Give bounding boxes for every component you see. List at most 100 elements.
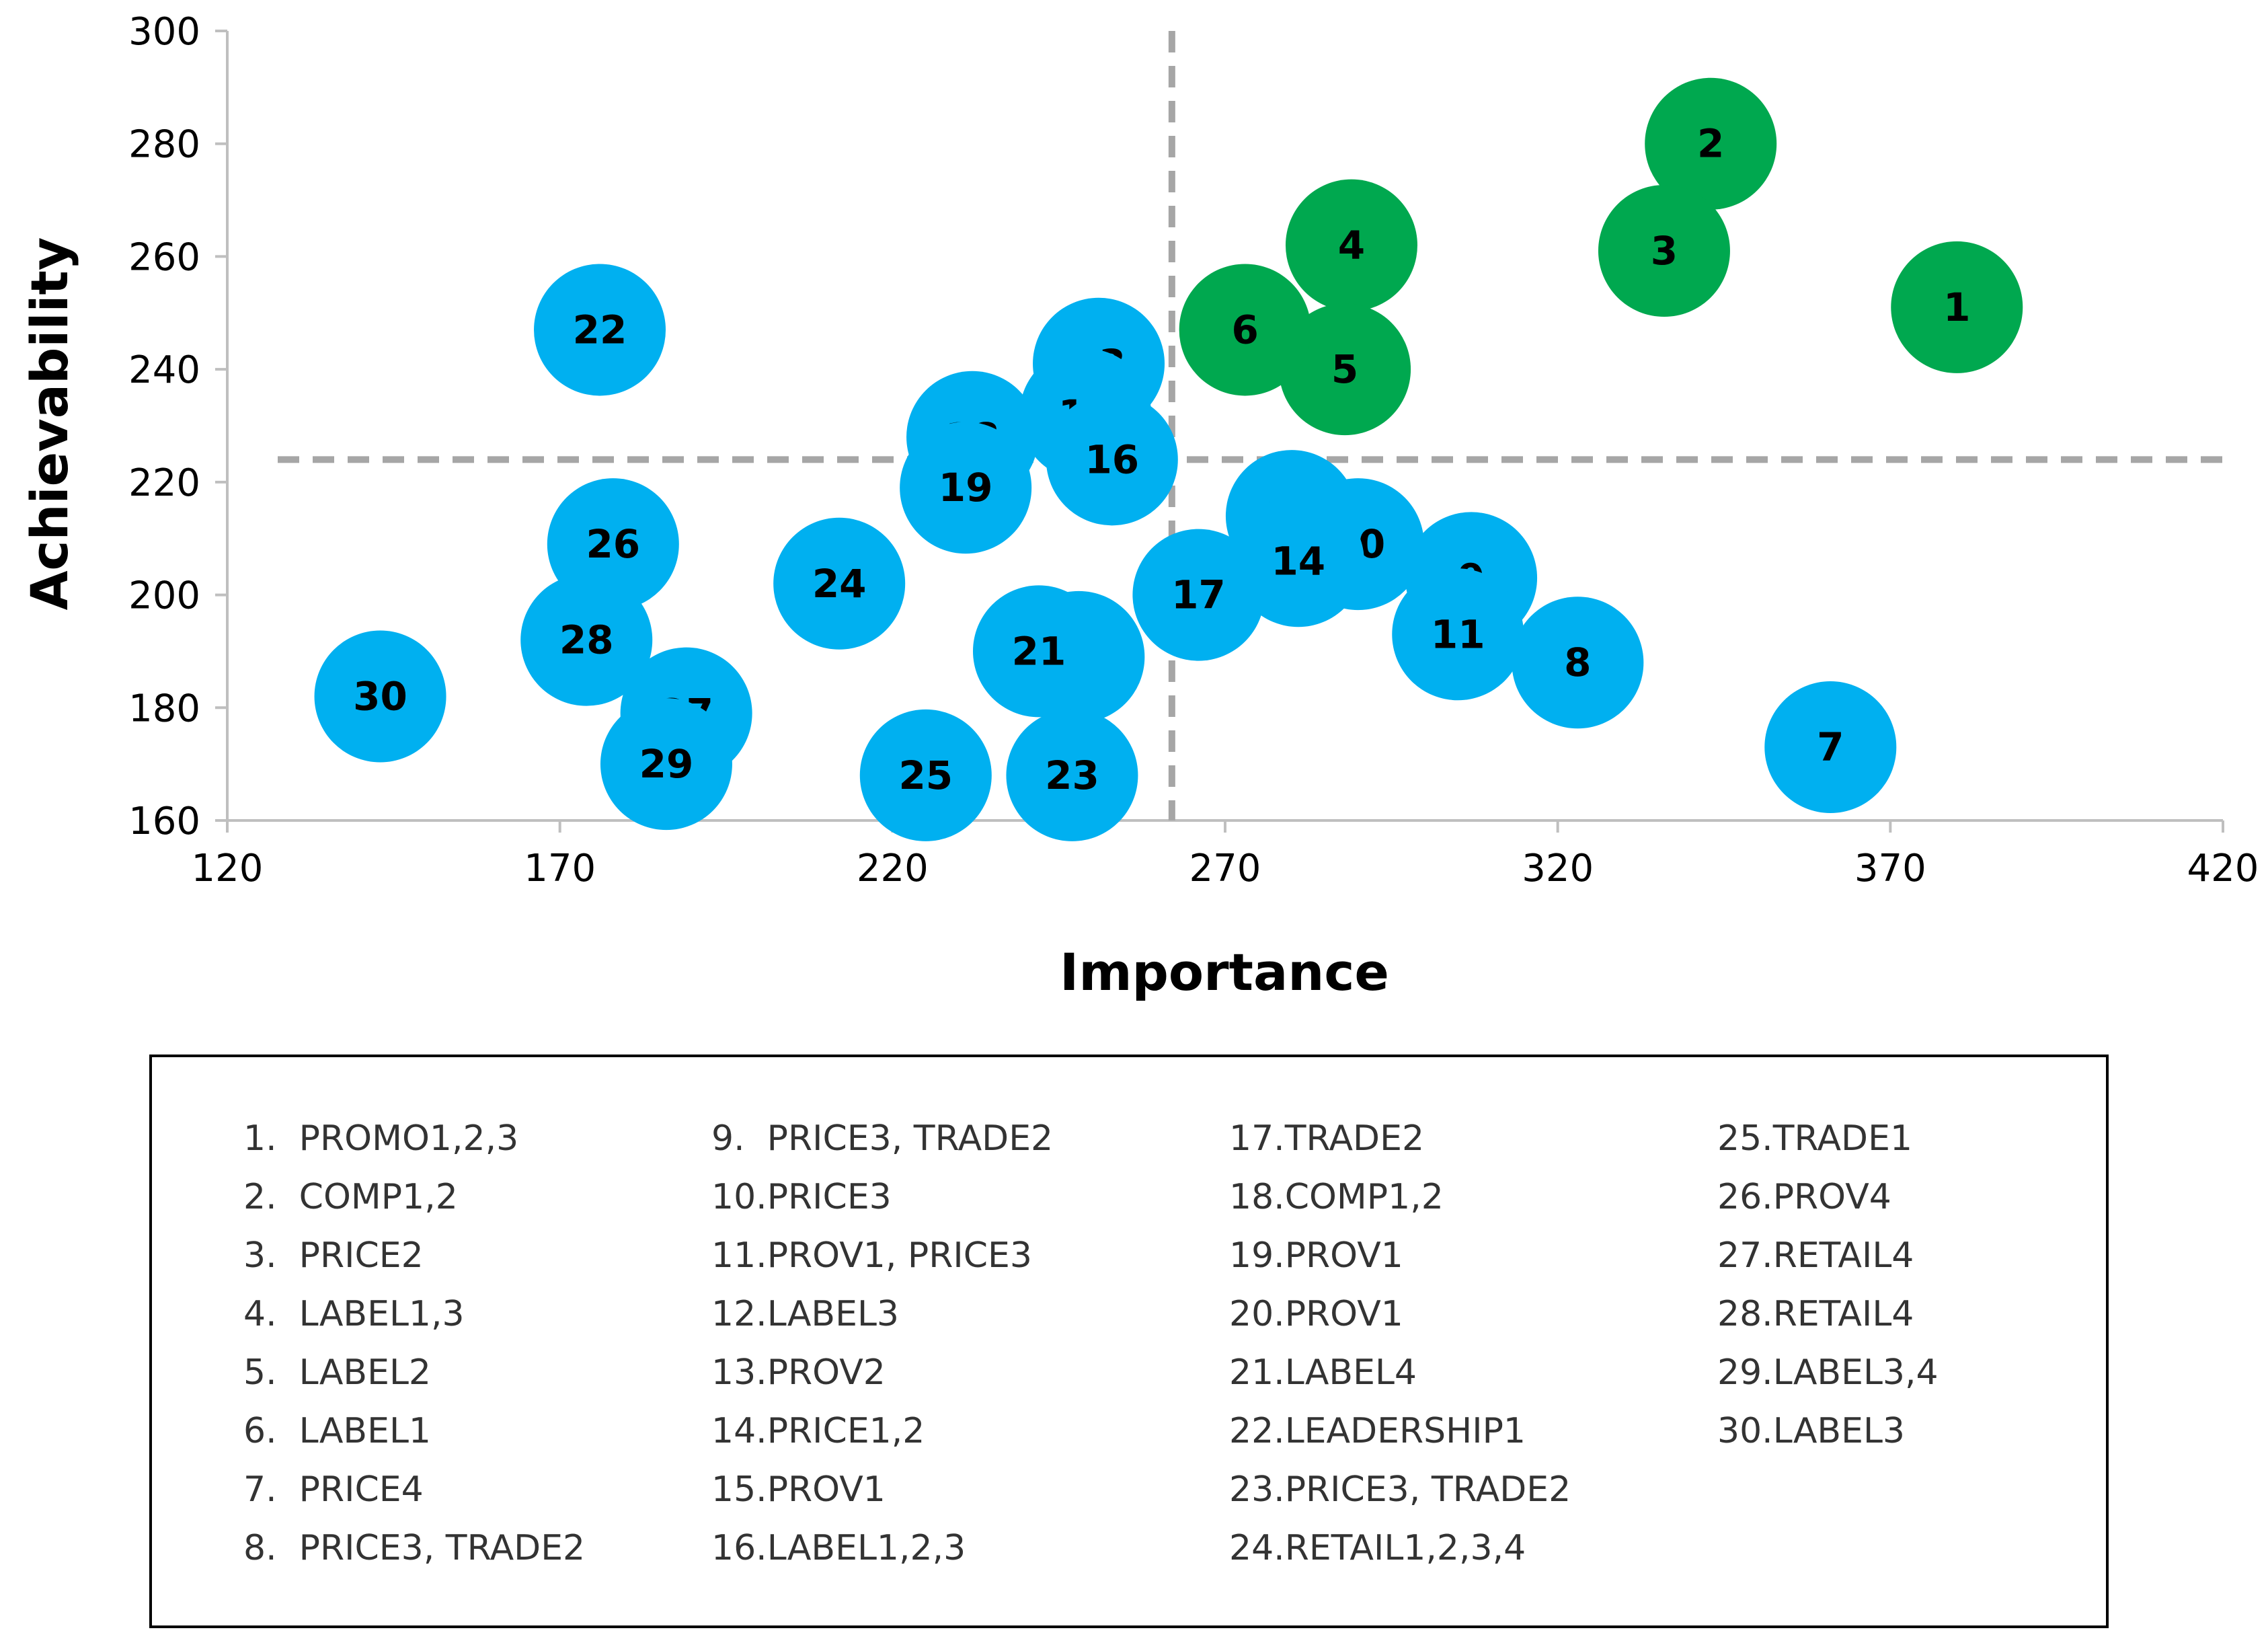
- bubble-29: 29: [600, 698, 732, 831]
- bubble-circle: [1232, 495, 1364, 627]
- legend-item: 28.RETAIL4: [1717, 1294, 1914, 1334]
- bubble-circle: [1046, 393, 1178, 526]
- bubble-circle: [1279, 303, 1411, 436]
- legend-item: 8. PRICE3, TRADE2: [243, 1528, 586, 1568]
- bubble-circle: [1645, 77, 1777, 210]
- bubble-label: 2: [1697, 121, 1724, 167]
- bubble-label: 1: [1943, 284, 1970, 330]
- bubble-30: 30: [314, 630, 446, 763]
- legend-item: 5. LABEL2: [243, 1352, 431, 1393]
- bubble-label: 26: [586, 521, 640, 567]
- bubbles: 1234567891011121314151617181920212223242…: [314, 77, 2023, 841]
- bubble-23: 23: [1006, 709, 1138, 841]
- legend-item: 24.RETAIL1,2,3,4: [1229, 1528, 1526, 1568]
- legend-item: 16.LABEL1,2,3: [711, 1528, 966, 1568]
- legend-item: 7. PRICE4: [243, 1469, 424, 1510]
- bubble-chart: 1234567891011121314151617181920212223242…: [19, 10, 2259, 1002]
- y-tick-label: 260: [128, 235, 200, 279]
- legend-item: 4. LABEL1,3: [243, 1294, 465, 1334]
- legend-item: 6. LABEL1: [243, 1411, 431, 1451]
- bubble-circle: [1598, 185, 1730, 317]
- legend-item: 30.LABEL3: [1717, 1411, 1906, 1451]
- legend-item: 18.COMP1,2: [1229, 1177, 1444, 1217]
- legend-item: 29.LABEL3,4: [1717, 1352, 1939, 1393]
- legend-column-2: 9. PRICE3, TRADE2 10.PRICE3 11.PROV1, PRIC…: [711, 1110, 1053, 1578]
- legend-column-1: 1. PROMO1,2,3 2. COMP1,2 3. PRICE2 4. LABEL…: [243, 1110, 585, 1578]
- bubble-label: 24: [812, 561, 867, 607]
- bubble-5: 5: [1279, 303, 1411, 436]
- y-tick-label: 180: [128, 687, 200, 730]
- bubble-circle: [1179, 264, 1311, 396]
- bubble-circle: [773, 517, 906, 650]
- y-tick-label: 160: [128, 800, 200, 843]
- legend-item: 2. COMP1,2: [243, 1177, 458, 1217]
- x-tick-label: 320: [1522, 847, 1594, 890]
- bubble-circle: [1891, 241, 2023, 373]
- bubble-circle: [859, 709, 992, 841]
- bubble-circle: [314, 630, 446, 763]
- x-tick-label: 370: [1854, 847, 1926, 890]
- legend-column-4: 25.TRADE1 26.PROV4 27.RETAIL4 28.RETAIL4 29.…: [1717, 1110, 1939, 1461]
- bubble-label: 16: [1085, 436, 1139, 482]
- bubble-circle: [534, 264, 666, 396]
- bubble-4: 4: [1285, 179, 1417, 311]
- tick-labels: 160 180 200 220 240 260 280 300 120 170 220 270 320 3…: [128, 10, 2259, 890]
- bubble-16: 16: [1046, 393, 1178, 526]
- bubble-label: 14: [1271, 538, 1325, 584]
- bubble-label: 8: [1564, 640, 1591, 685]
- bubble-circle: [1392, 568, 1524, 701]
- bubble-24: 24: [773, 517, 906, 650]
- legend-item: 10.PRICE3: [711, 1177, 892, 1217]
- x-tick-label: 270: [1189, 847, 1261, 890]
- bubble-circle: [1285, 179, 1417, 311]
- legend-item: 25.TRADE1: [1717, 1118, 1913, 1159]
- x-tick-label: 170: [524, 847, 596, 890]
- y-tick-label: 220: [128, 461, 200, 505]
- bubble-circle: [900, 422, 1032, 554]
- legend-item: 23.PRICE3, TRADE2: [1229, 1469, 1571, 1510]
- bubble-2: 2: [1645, 77, 1777, 210]
- bubble-6: 6: [1179, 264, 1311, 396]
- legend-item: 14.PRICE1,2: [711, 1411, 925, 1451]
- bubble-circle: [1006, 709, 1138, 841]
- legend-item: 26.PROV4: [1717, 1177, 1891, 1217]
- legend-item: 21.LABEL4: [1229, 1352, 1417, 1393]
- bubble-22: 22: [534, 264, 666, 396]
- bubble-label: 19: [939, 465, 993, 510]
- bubble-label: 30: [353, 674, 407, 720]
- bubble-circle: [972, 585, 1105, 718]
- legend-column-3: 17.TRADE2 18.COMP1,2 19.PROV1 20.PROV1 21.LA…: [1229, 1110, 1571, 1578]
- legend-item: 22.LEADERSHIP1: [1229, 1411, 1526, 1451]
- bubble-label: 4: [1338, 223, 1365, 268]
- y-tick-label: 280: [128, 123, 200, 167]
- bubble-label: 17: [1171, 572, 1226, 618]
- bubble-label: 28: [559, 617, 614, 663]
- bubble-label: 21: [1012, 628, 1066, 674]
- x-tick-label: 120: [192, 847, 264, 890]
- y-axis-title: Achievability: [19, 237, 79, 611]
- bubble-circle: [600, 698, 732, 831]
- y-tick-label: 200: [128, 574, 200, 618]
- y-tick-label: 240: [128, 348, 200, 392]
- bubble-label: 3: [1651, 228, 1678, 274]
- bubble-circle: [1132, 529, 1265, 661]
- x-tick-label: 220: [857, 847, 929, 890]
- bubble-14: 14: [1232, 495, 1364, 627]
- legend-item: 3. PRICE2: [243, 1235, 424, 1276]
- x-axis-title: Importance: [1060, 942, 1389, 1002]
- legend-item: 15.PROV1: [711, 1469, 886, 1510]
- bubble-label: 25: [898, 753, 953, 798]
- bubble-label: 29: [639, 741, 694, 787]
- bubble-1: 1: [1891, 241, 2023, 373]
- bubble-8: 8: [1512, 597, 1644, 729]
- bubble-3: 3: [1598, 185, 1730, 317]
- bubble-label: 11: [1431, 611, 1485, 657]
- bubble-circle: [1764, 681, 1897, 813]
- legend-item: 12.LABEL3: [711, 1294, 900, 1334]
- bubble-label: 7: [1817, 724, 1844, 770]
- legend-item: 11.PROV1, PRICE3: [711, 1235, 1032, 1276]
- legend-item: 20.PROV1: [1229, 1294, 1403, 1334]
- x-tick-label: 420: [2187, 847, 2259, 890]
- bubble-28: 28: [520, 574, 653, 706]
- bubble-label: 6: [1232, 307, 1259, 352]
